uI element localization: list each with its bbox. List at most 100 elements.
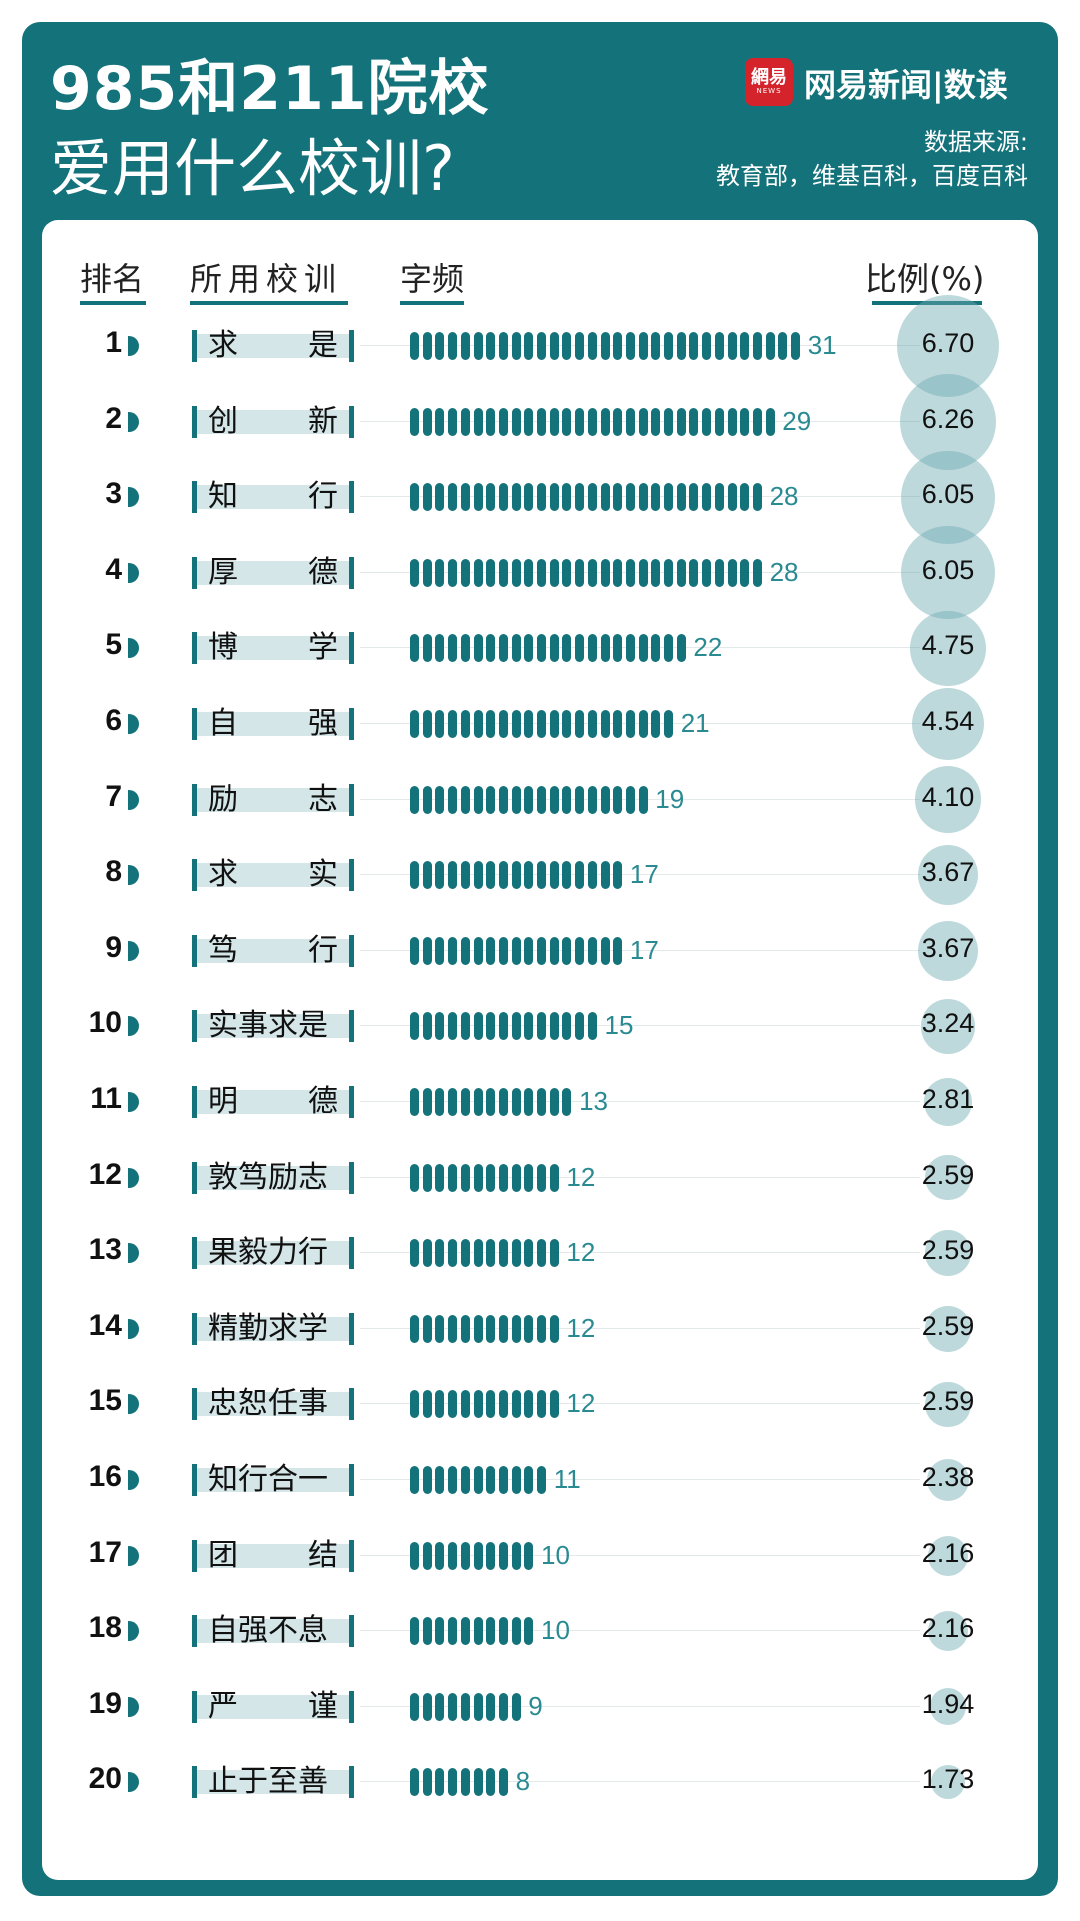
- half-circle-marker-icon: [128, 714, 139, 734]
- frequency-pill: [651, 407, 661, 436]
- frequency-pill: [448, 332, 458, 360]
- frequency-pill: [600, 634, 610, 663]
- table-row: 13 果毅力行 12 2.59: [0, 1223, 1080, 1283]
- frequency-pill: [689, 332, 699, 360]
- frequency-pill: [410, 332, 419, 360]
- frequency-pill: [537, 1163, 546, 1192]
- motto-highlight: [192, 1694, 354, 1719]
- frequency-count: 12: [566, 1237, 596, 1268]
- motto-char: 博: [208, 630, 238, 666]
- motto-text: 求是: [208, 328, 338, 364]
- column-header-motto-underline: [190, 301, 348, 305]
- column-header-rank-underline: [80, 301, 146, 305]
- frequency-pill: [537, 1088, 546, 1116]
- motto-char: 志: [308, 781, 338, 817]
- frequency-pill: [791, 332, 800, 360]
- frequency-pill: [410, 1768, 419, 1797]
- frequency-pill: [549, 634, 559, 663]
- frequency-pill: [486, 1692, 496, 1721]
- motto-bracket-left: [192, 1237, 197, 1270]
- frequency-pill: [613, 558, 623, 587]
- frequency-pill: [422, 1390, 432, 1419]
- frequency-pill: [613, 785, 623, 814]
- motto-bracket-right: [349, 1615, 354, 1648]
- frequency-pill: [448, 1314, 458, 1343]
- motto-bracket-left: [192, 405, 197, 438]
- motto-bracket-left: [192, 1161, 197, 1194]
- percentage-value: 2.59: [921, 1386, 975, 1417]
- motto-char: 求: [208, 328, 238, 363]
- frequency-pill: [460, 936, 470, 965]
- table-row: 4 厚德 28 6.05: [0, 526, 1080, 620]
- motto-label-box: 知行: [192, 479, 354, 515]
- frequency-pill: [460, 1163, 470, 1192]
- frequency-pill: [625, 785, 635, 814]
- motto-bracket-left: [192, 1388, 197, 1421]
- frequency-pill: [486, 558, 496, 587]
- percentage-value: 6.70: [921, 328, 975, 358]
- motto-bracket-right: [349, 1312, 354, 1345]
- frequency-pill: [422, 1692, 432, 1721]
- frequency-pill: [422, 1163, 432, 1192]
- frequency-pill: [498, 936, 508, 965]
- frequency-pill: [448, 558, 458, 587]
- table-row: 2 创新 29 6.26: [0, 373, 1080, 470]
- half-circle-marker-icon: [128, 1243, 139, 1264]
- frequency-pill: [511, 710, 521, 738]
- motto-bracket-right: [349, 1464, 354, 1496]
- frequency-pill: [511, 558, 521, 587]
- row-guide-line: [360, 1403, 920, 1405]
- frequency-pill: [765, 407, 775, 436]
- frequency-pill: [460, 634, 470, 663]
- frequency-pill: [410, 1466, 419, 1494]
- frequency-pill: [752, 483, 762, 512]
- frequency-pill: [549, 710, 559, 738]
- frequency-pill: [575, 710, 585, 738]
- table-row: 20 止于至善 8 1.73: [0, 1752, 1080, 1812]
- frequency-count: 17: [629, 934, 659, 965]
- frequency-pill: [575, 332, 585, 360]
- frequency-pill: [486, 1012, 496, 1041]
- frequency-pill: [410, 710, 419, 738]
- frequency-pill: [752, 332, 762, 360]
- motto-bracket-right: [349, 1388, 354, 1421]
- percentage-value: 3.67: [921, 857, 975, 888]
- frequency-pill: [473, 483, 483, 512]
- frequency-pill: [537, 1390, 546, 1419]
- motto-highlight: [192, 1241, 354, 1266]
- motto-bracket-right: [349, 632, 354, 665]
- half-circle-marker-icon: [128, 638, 139, 659]
- frequency-pill: [498, 785, 508, 814]
- frequency-pill: [473, 1541, 483, 1570]
- frequency-pill: [498, 332, 508, 360]
- frequency-pill: [422, 936, 432, 965]
- frequency-pill: [486, 1541, 496, 1570]
- rank-number: 15: [88, 1384, 122, 1418]
- motto-label-box: 止于至善: [192, 1764, 354, 1800]
- frequency-pill: [549, 861, 559, 890]
- frequency-pill: [562, 407, 572, 436]
- half-circle-marker-icon: [128, 1772, 139, 1793]
- frequency-pill: [562, 634, 572, 663]
- frequency-pill: [435, 1617, 445, 1646]
- frequency-pill: [473, 936, 483, 965]
- frequency-pill: [498, 1466, 508, 1494]
- frequency-pill: [752, 558, 762, 587]
- frequency-pill: [435, 634, 445, 663]
- motto-bracket-left: [192, 1010, 197, 1043]
- frequency-pill: [537, 710, 546, 738]
- motto-bracket-left: [192, 1464, 197, 1496]
- frequency-pill: [549, 332, 559, 360]
- percentage-bubble: [925, 1305, 971, 1352]
- percentage-value: 1.73: [921, 1764, 975, 1795]
- frequency-pill: [422, 634, 432, 663]
- frequency-pill: [473, 710, 483, 738]
- motto-highlight: [192, 1316, 354, 1341]
- column-header-motto: 所用校训: [190, 260, 343, 298]
- frequency-pill: [727, 483, 737, 512]
- frequency-pill: [714, 332, 724, 360]
- frequency-pill: [422, 1617, 432, 1646]
- frequency-count: 11: [553, 1464, 581, 1494]
- frequency-pill: [524, 1239, 534, 1268]
- motto-text: 敦笃励志: [208, 1160, 338, 1196]
